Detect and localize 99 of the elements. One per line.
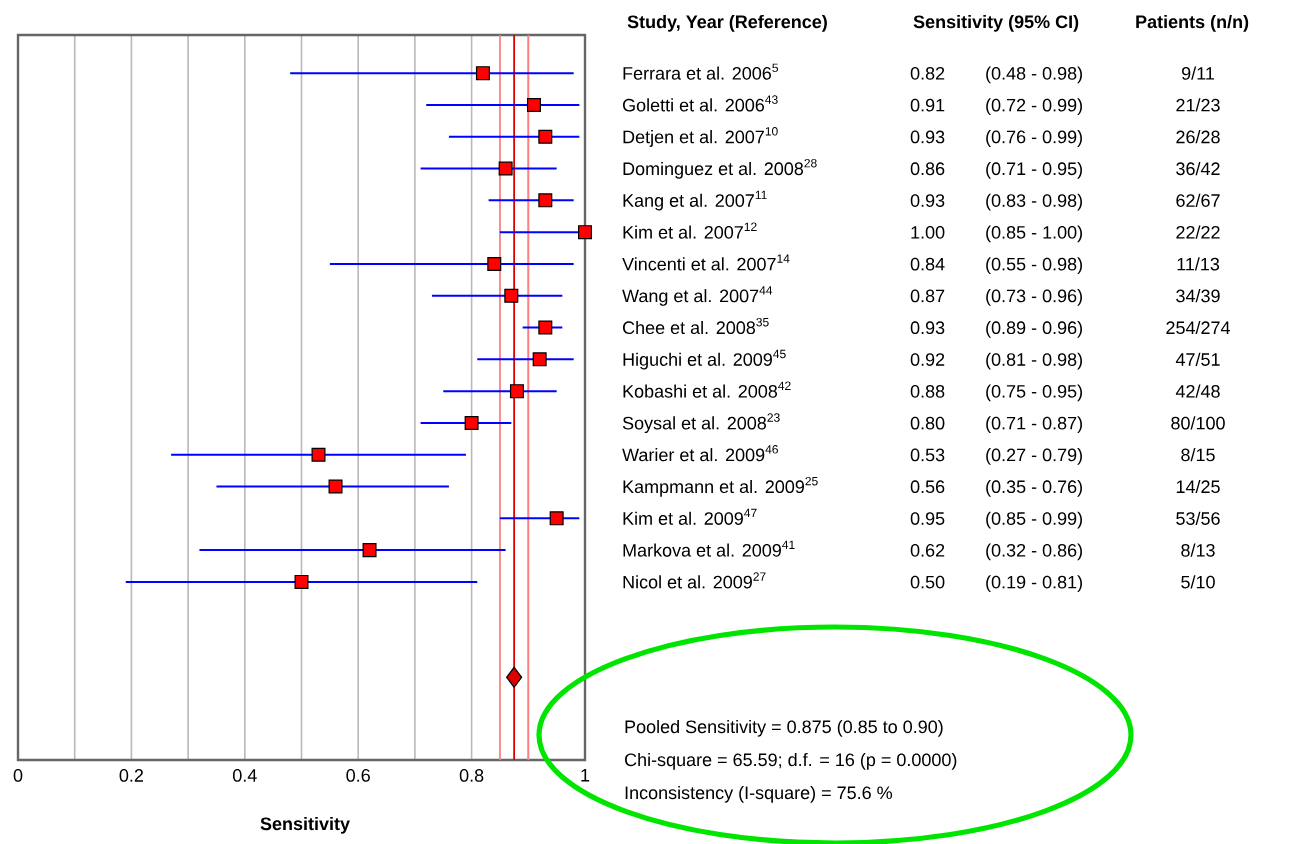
data-label: 0.95	[910, 512, 945, 525]
x-tick-label: 0.4	[232, 769, 257, 782]
data-label: 0.84	[910, 257, 945, 271]
text: 5/10	[1181, 575, 1215, 589]
point	[294, 574, 309, 589]
data-label: 0.93	[910, 321, 945, 335]
text: 53/56	[1176, 511, 1220, 525]
point	[538, 129, 553, 144]
text: 26/28	[1176, 130, 1220, 144]
y-tick-label: Kang et al. 2007$^{11}$	[623, 190, 767, 211]
y-tick-label: Kobashi et al. 2008$^{42}$	[623, 381, 791, 398]
data-label: 0.56	[910, 480, 945, 494]
text: (0.83 - 0.98)	[986, 193, 1082, 211]
point	[538, 193, 553, 208]
point	[532, 352, 547, 367]
text: (0.48 - 0.98)	[986, 66, 1082, 84]
point	[504, 288, 519, 303]
text: 34/39	[1176, 289, 1220, 303]
point	[538, 320, 553, 335]
point	[526, 97, 541, 112]
text: 14/25	[1176, 479, 1220, 494]
text: (0.27 - 0.79)	[986, 448, 1082, 465]
text: (0.71 - 0.95)	[986, 161, 1082, 179]
text: (0.72 - 0.99)	[986, 98, 1082, 116]
y-tick-label: Warier et al. 2009$^{46}$	[622, 445, 778, 462]
text: (0.73 - 0.96)	[986, 289, 1082, 306]
y-tick-label: Vincenti et al. 2007$^{14}$	[622, 254, 790, 271]
text: 80/100	[1171, 416, 1225, 430]
text: (0.35 - 0.76)	[986, 479, 1082, 497]
point	[487, 256, 502, 271]
point	[498, 161, 513, 176]
data-label: 0.93	[910, 130, 945, 144]
point	[509, 384, 524, 399]
data-label: 0.80	[910, 416, 945, 430]
text: 22/22	[1176, 225, 1220, 239]
text: 47/51	[1175, 352, 1220, 366]
data-label: 0.93	[910, 194, 945, 207]
y-tick-label: Ferrara et al. 2006$^{5}$	[623, 63, 778, 80]
data-label: 0.53	[910, 448, 945, 462]
y-tick-label: Dominguez et al. 2008$^{28}$	[623, 158, 817, 179]
text: 8/15	[1181, 448, 1215, 462]
point	[311, 447, 326, 462]
data-label: 0.50	[910, 575, 945, 589]
x-tick-label: 0.6	[346, 769, 370, 782]
text: Patients (n/n)	[1136, 14, 1249, 32]
text: 36/42	[1176, 161, 1220, 176]
text: 62/67	[1176, 193, 1220, 207]
point	[362, 543, 377, 558]
data-label: 0.87	[910, 289, 945, 303]
y-tick-label: Wang et al. 2007$^{44}$	[622, 286, 773, 306]
x-tick-label: 0.8	[459, 769, 484, 782]
text: (0.19 - 0.81)	[986, 575, 1082, 593]
point	[506, 666, 523, 688]
text: (0.89 - 0.96)	[986, 320, 1082, 338]
text: Pooled Sensitivity = 0.875 (0.85 to 0.90)	[625, 719, 943, 737]
y-tick-label: Nicol et al. 2009$^{27}$	[623, 572, 766, 589]
data-label: 0.82	[910, 66, 945, 80]
data-label: 0.86	[910, 162, 945, 176]
x-tick-label: 0.2	[119, 769, 143, 782]
text: (0.32 - 0.86)	[986, 543, 1082, 561]
point	[549, 511, 564, 526]
y-tick-label: Chee et al. 2008$^{35}$	[622, 317, 769, 335]
point	[464, 415, 479, 430]
text: 8/13	[1181, 543, 1215, 557]
y-axis-title: Study, Year (Reference)	[627, 14, 827, 32]
text: (0.55 - 0.98)	[986, 257, 1082, 275]
data-label: 0.92	[910, 353, 945, 366]
x-tick-label: 0	[13, 769, 23, 782]
text: 11/13	[1177, 257, 1220, 271]
y-tick-label: Kim et al. 2007$^{12}$	[623, 222, 757, 239]
y-tick-label: Goletti et al. 2006$^{43}$	[622, 95, 778, 112]
text: (0.71 - 0.87)	[986, 416, 1082, 434]
y-tick-label: Kim et al. 2009$^{47}$	[623, 508, 757, 525]
text: Chi-square = 65.59; d.f. = 16 (p = 0.0000)	[624, 752, 957, 770]
y-tick-label: Markova et al. 2009$^{41}$	[623, 540, 795, 557]
text: (0.85 - 1.00)	[986, 225, 1082, 243]
data-label: 1.00	[911, 225, 945, 239]
data-label: 0.88	[910, 384, 945, 398]
text: 254/274	[1166, 320, 1230, 335]
text: (0.85 - 0.99)	[986, 511, 1082, 529]
text: 42/48	[1175, 384, 1220, 398]
text: Sensitivity (95% CI)	[913, 14, 1079, 32]
text: (0.76 - 0.99)	[986, 130, 1082, 147]
y-tick-label: Soysal et al. 2008$^{23}$	[622, 413, 780, 434]
data-label: 0.91	[910, 98, 945, 112]
text: (0.75 - 0.95)	[986, 384, 1082, 402]
y-tick-label: Detjen et al. 2007$^{10}$	[623, 127, 778, 147]
y-tick-label: Higuchi et al. 2009$^{45}$	[623, 349, 786, 370]
x-axis-title: Sensitivity	[260, 816, 350, 834]
point	[475, 66, 490, 81]
text: 9/11	[1182, 66, 1214, 80]
point	[328, 479, 343, 494]
x-tick-label: 1	[581, 769, 590, 782]
y-tick-label: Kampmann et al. 2009$^{25}$	[623, 476, 818, 497]
text: (0.81 - 0.98)	[986, 352, 1082, 370]
text: 21/23	[1176, 98, 1220, 112]
data-label: 0.62	[910, 543, 945, 557]
text: Inconsistency (I-square) = 75.6 %	[625, 785, 893, 803]
point	[578, 225, 592, 240]
